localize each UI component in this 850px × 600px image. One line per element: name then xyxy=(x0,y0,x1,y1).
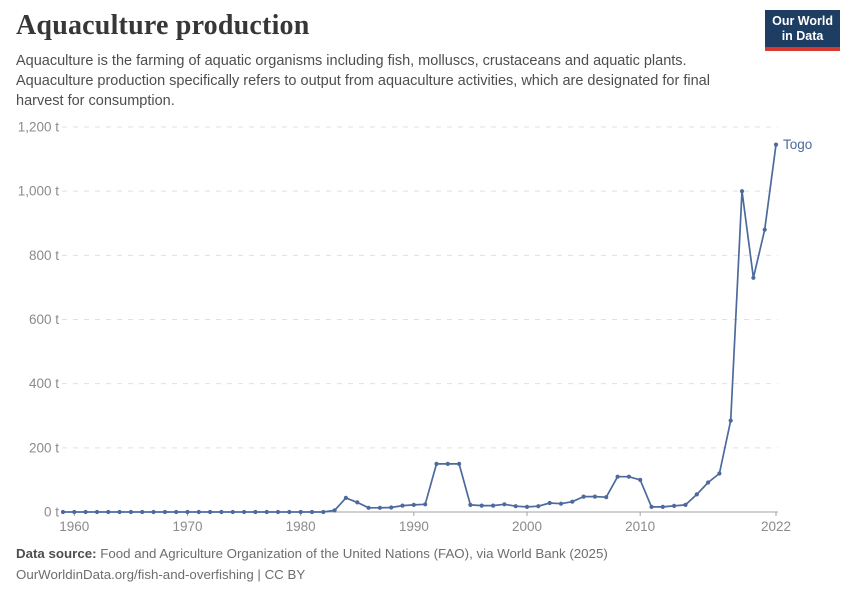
data-point xyxy=(728,418,733,423)
data-point xyxy=(174,509,179,515)
data-point xyxy=(185,509,190,515)
data-point xyxy=(581,494,586,499)
data-point xyxy=(140,509,145,515)
data-point xyxy=(94,509,100,515)
data-point xyxy=(638,477,643,482)
data-point xyxy=(694,492,699,497)
data-point xyxy=(706,480,711,485)
data-point xyxy=(355,500,360,505)
data-point xyxy=(230,509,235,515)
data-point xyxy=(717,471,722,476)
data-point xyxy=(208,509,213,515)
data-point xyxy=(151,509,156,515)
data-point xyxy=(660,504,665,509)
data-point xyxy=(468,502,473,507)
chart-footer: Data source: Food and Agriculture Organi… xyxy=(16,543,816,585)
data-point xyxy=(524,504,530,509)
y-axis-tick-label: 1,000 t xyxy=(18,184,60,199)
data-point xyxy=(683,502,688,507)
data-point xyxy=(739,189,745,194)
data-point xyxy=(445,461,450,466)
x-axis-tick-label: 1970 xyxy=(172,519,202,534)
data-point xyxy=(513,504,518,509)
data-point xyxy=(83,509,88,515)
data-point xyxy=(332,508,337,513)
y-axis-tick-label: 400 t xyxy=(29,376,59,391)
x-axis-tick-label: 2010 xyxy=(625,519,655,534)
data-point xyxy=(536,504,541,509)
data-point xyxy=(162,509,167,515)
data-point xyxy=(377,505,382,510)
data-point xyxy=(72,509,77,515)
data-point xyxy=(400,503,405,508)
owid-logo[interactable]: Our World in Data xyxy=(765,10,840,51)
data-point xyxy=(604,495,609,500)
data-point xyxy=(275,509,281,515)
data-point xyxy=(547,500,552,506)
data-point xyxy=(773,142,779,147)
footer-license: | CC BY xyxy=(253,567,306,582)
data-point xyxy=(570,499,575,504)
owid-logo-line1: Our World xyxy=(772,14,833,28)
data-source-label: Data source: xyxy=(16,546,97,561)
data-point xyxy=(762,227,767,232)
data-point xyxy=(128,509,133,515)
x-axis-tick-label: 1960 xyxy=(59,519,89,534)
x-axis-tick-label: 2000 xyxy=(512,519,542,534)
data-point xyxy=(389,505,394,510)
data-point xyxy=(558,501,564,506)
y-axis-tick-label: 0 t xyxy=(44,505,59,520)
data-point xyxy=(264,509,269,515)
data-point xyxy=(491,503,496,508)
data-source-text: Food and Agriculture Organization of the… xyxy=(100,546,608,561)
data-point xyxy=(117,509,122,515)
data-point xyxy=(615,474,620,479)
data-point xyxy=(366,505,371,510)
chart-header: Aquaculture production Aquaculture is th… xyxy=(16,10,761,111)
page-title: Aquaculture production xyxy=(16,10,310,41)
data-point xyxy=(434,461,439,466)
chart-area[interactable]: 0 t 200 t 400 t 600 t 800 t 1,000 t 1,200 t 196… xyxy=(0,118,850,540)
x-axis-tick-label: 1980 xyxy=(286,519,316,534)
data-point xyxy=(60,509,66,515)
data-source-line: Data source: Food and Agriculture Organi… xyxy=(16,543,816,564)
data-point xyxy=(309,509,315,515)
series-line xyxy=(62,143,777,513)
footer-url[interactable]: OurWorldinData.org/fish-and-overfishing xyxy=(16,567,254,582)
data-point xyxy=(626,474,632,479)
data-point xyxy=(298,509,303,515)
data-point xyxy=(106,509,111,515)
footer-links-line: OurWorldinData.org/fish-and-overfishing … xyxy=(16,564,816,585)
y-axis-tick-label: 200 t xyxy=(29,440,59,455)
data-point xyxy=(649,504,654,509)
entity-label-togo[interactable]: Togo xyxy=(783,137,812,152)
data-point xyxy=(343,495,348,500)
data-point xyxy=(479,503,484,508)
data-point xyxy=(502,502,507,507)
chart-canvas[interactable]: 0 t 200 t 400 t 600 t 800 t 1,000 t 1,200 t 196… xyxy=(0,118,850,540)
y-axis-tick-label: 800 t xyxy=(29,248,59,263)
data-point xyxy=(592,494,598,499)
data-point xyxy=(219,509,224,515)
data-point xyxy=(196,509,201,515)
chart-subtitle: Aquaculture is the farming of aquatic or… xyxy=(16,53,710,109)
y-axis-tick-label: 1,200 t xyxy=(18,120,60,135)
data-point xyxy=(423,502,428,507)
data-point xyxy=(287,509,292,515)
x-axis-tick-label: 1990 xyxy=(399,519,429,534)
data-point xyxy=(751,275,756,280)
data-point xyxy=(242,509,247,515)
data-point xyxy=(321,509,326,515)
data-point xyxy=(253,509,258,515)
data-point xyxy=(411,502,416,507)
data-point xyxy=(457,461,462,466)
data-point xyxy=(672,503,677,508)
x-axis-tick-label: 2022 xyxy=(761,519,791,534)
owid-logo-line2: in Data xyxy=(781,29,824,43)
y-axis-tick-label: 600 t xyxy=(29,312,59,327)
